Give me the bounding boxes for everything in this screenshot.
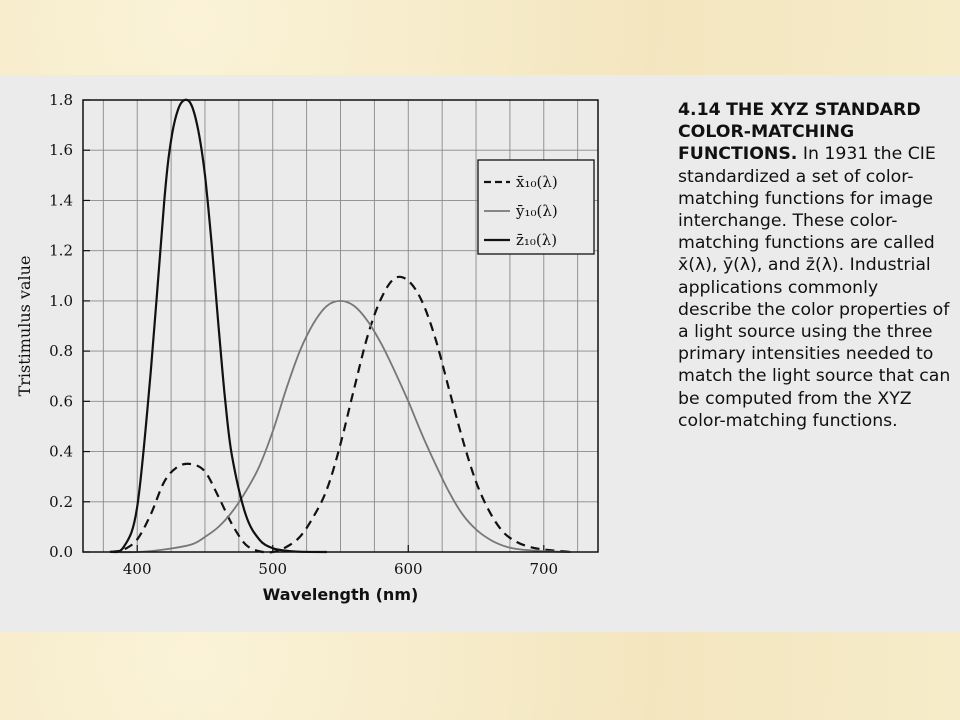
caption-number: 4.14	[678, 100, 721, 120]
caption-text-2: Industrial applications commonly describ…	[678, 255, 951, 431]
y-axis-label: Tristimulus value	[15, 256, 34, 397]
x-tick-label: 500	[258, 560, 287, 578]
series-line-x-bar	[109, 275, 571, 554]
chart-grid	[83, 99, 598, 553]
series-line-z-bar	[109, 98, 327, 554]
chart-legend: x̄₁₀(λ) ȳ₁₀(λ) z̄₁₀(λ)	[477, 159, 595, 255]
plot-frame	[82, 99, 599, 553]
y-tick-label: 0.8	[49, 342, 73, 360]
slide-background-bottom	[0, 632, 960, 720]
caption-and: and	[767, 255, 801, 276]
y-tick-label: 0.2	[49, 493, 73, 511]
legend-entry-y-bar: ȳ₁₀(λ)	[515, 202, 558, 220]
x-axis-label: Wavelength (nm)	[263, 585, 419, 604]
caption-fn-y: ȳ(λ),	[722, 255, 763, 276]
figure-caption: 4.14 THE XYZ STANDARD COLOR-MATCHING FUN…	[678, 99, 953, 432]
y-tick-label: 1.2	[49, 242, 73, 260]
x-tick-label: 600	[394, 560, 423, 578]
caption-fn-x: x̄(λ),	[678, 255, 718, 276]
x-tick-label: 400	[123, 560, 152, 578]
y-tick-label: 1.6	[49, 141, 73, 159]
y-tick-label: 1.8	[49, 91, 73, 109]
slide-background-top	[0, 0, 960, 75]
y-tick-label: 1.4	[49, 191, 73, 209]
legend-entry-x-bar: x̄₁₀(λ)	[516, 173, 558, 191]
caption-text-1: In 1931 the CIE standardized a set of co…	[678, 144, 936, 254]
y-tick-label: 0.0	[49, 543, 73, 561]
legend-entry-z-bar: z̄₁₀(λ)	[516, 231, 557, 249]
x-tick-label: 700	[529, 560, 558, 578]
y-tick-label: 0.6	[49, 392, 73, 410]
scanned-figure: 0.0 0.2 0.4 0.6 0.8 1.0 1.2 1.4 1.6 1.8 400 500 600 7…	[0, 75, 960, 632]
y-tick-label: 0.4	[49, 443, 73, 461]
caption-title: THE XYZ STANDARD COLOR-MATCHING FUNCTION…	[678, 100, 921, 165]
legend-box	[477, 159, 595, 255]
caption-fn-z: z̄(λ).	[805, 255, 845, 276]
chart-ticks: 0.0 0.2 0.4 0.6 0.8 1.0 1.2 1.4 1.6 1.8 400 500 600 7…	[49, 91, 558, 578]
series-line-y-bar	[110, 300, 571, 554]
y-tick-label: 1.0	[49, 292, 73, 310]
tristimulus-chart: 0.0 0.2 0.4 0.6 0.8 1.0 1.2 1.4 1.6 1.8 400 500 600 7…	[15, 91, 599, 604]
chart-series	[109, 98, 571, 554]
